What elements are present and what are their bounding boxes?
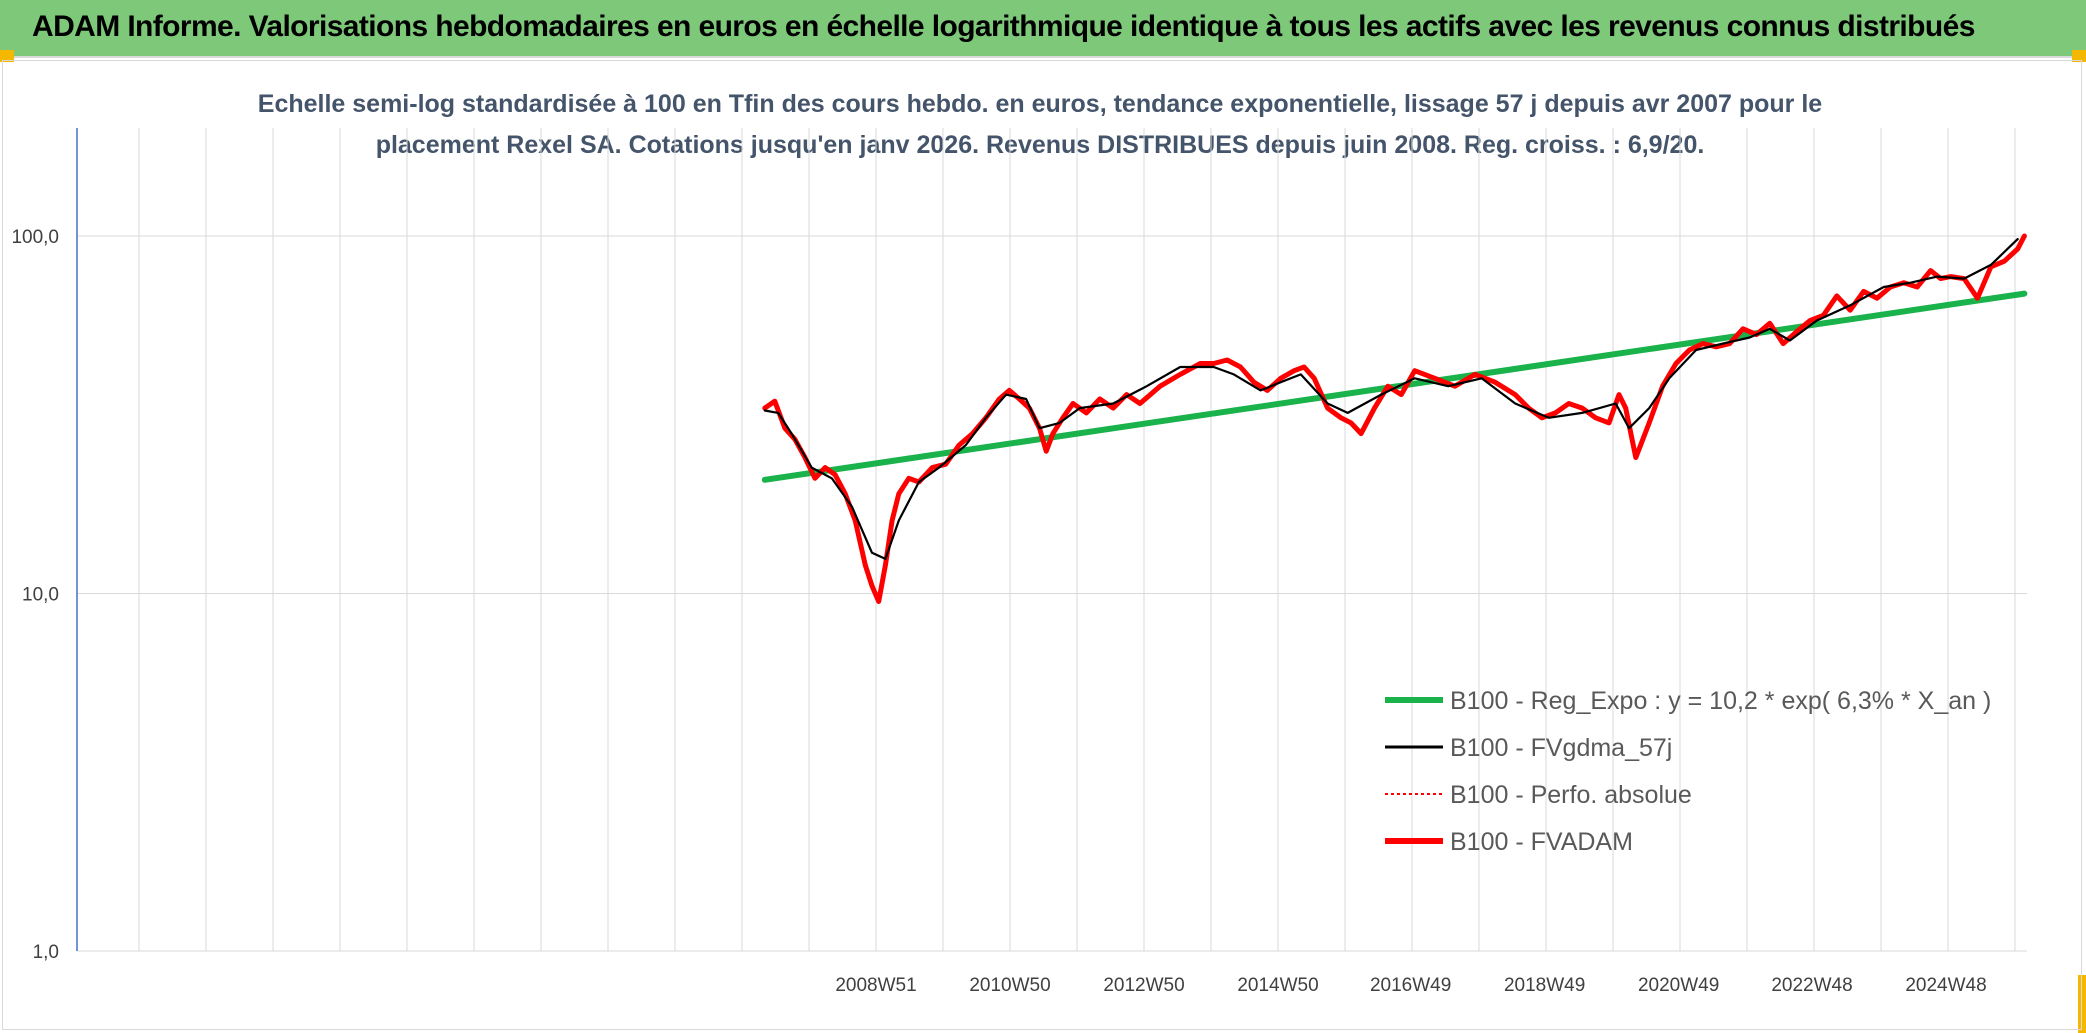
chart-title-line1: Echelle semi-log standardisée à 100 en T… (258, 90, 1823, 118)
x-tick-label: 2008W51 (835, 975, 916, 996)
legend-entry: B100 - FVgdma_57j (1450, 734, 1672, 762)
chart-title-line2: placement Rexel SA. Cotations jusqu'en j… (376, 131, 1705, 159)
legend-entry: B100 - Perfo. absolue (1450, 781, 1692, 809)
x-tick-label: 2024W48 (1905, 975, 1986, 996)
y-tick-label: 1,0 (33, 942, 59, 963)
x-tick-label: 2022W48 (1771, 975, 1852, 996)
banner-title: ADAM Informe. Valorisations hebdomadaire… (32, 10, 1975, 43)
series (761, 233, 2028, 604)
legend-entry: B100 - FVADAM (1450, 828, 1633, 856)
grid (77, 128, 2027, 952)
corner-mark-top-right (2072, 50, 2086, 62)
corner-mark-top-left (0, 50, 14, 62)
x-tick-label: 2014W50 (1237, 975, 1318, 996)
x-tick-label: 2018W49 (1504, 975, 1585, 996)
x-tick-label: 2020W49 (1638, 975, 1719, 996)
legend: B100 - Reg_Expo : y = 10,2 * exp( 6,3% *… (1385, 687, 1991, 856)
y-tick-label: 10,0 (22, 585, 59, 606)
y-tick-label: 100,0 (11, 227, 59, 248)
axes: 100,0 10,0 1,0 2008W51 2010W50 2012W50 2014W50… (11, 128, 1987, 996)
x-tick-label: 2012W50 (1103, 975, 1184, 996)
x-tick-label: 2010W50 (969, 975, 1050, 996)
series-line (761, 290, 2028, 483)
header-banner: ADAM Informe. Valorisations hebdomadaire… (0, 0, 2086, 58)
series-line (763, 238, 2019, 560)
series-line (762, 233, 2027, 604)
corner-mark-bottom-right (2078, 975, 2086, 1033)
legend-entry: B100 - Reg_Expo : y = 10,2 * exp( 6,3% *… (1450, 687, 1991, 715)
x-tick-label: 2016W49 (1370, 975, 1451, 996)
chart-frame (2, 60, 2082, 1030)
